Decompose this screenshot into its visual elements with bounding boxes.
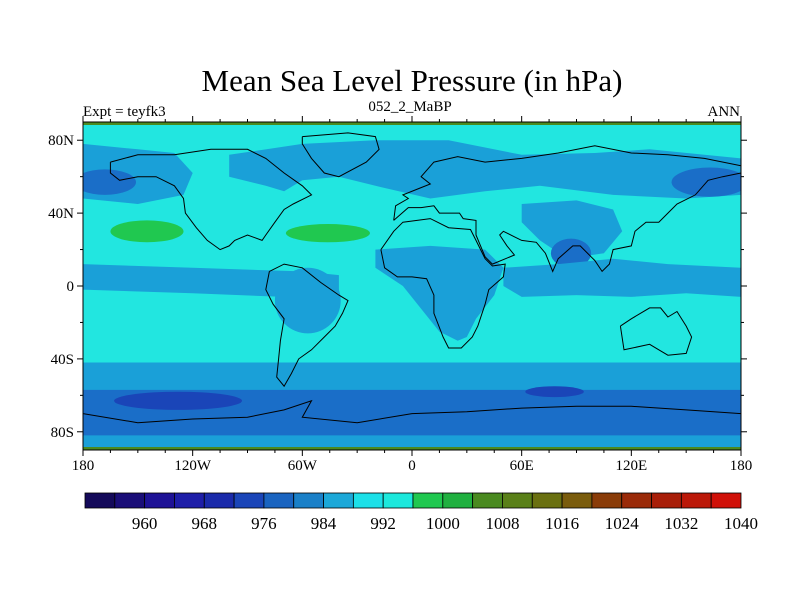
map-axes: 180 120W 60W 0 60E 120E 180 80N 40N 0 40S 80S (48, 116, 752, 474)
colorbar-swatch (710, 492, 742, 509)
north-pacific-high (110, 220, 184, 243)
coastline-north-america (109, 148, 313, 251)
coastlines (83, 132, 741, 424)
x-tick-label: 120W (174, 458, 212, 474)
colorbar-swatch (323, 492, 354, 509)
experiment-label: Expt = teyfk3 (83, 104, 166, 120)
arctic-atlantic-low (229, 140, 741, 199)
colorbar-label: 976 (251, 514, 277, 533)
colorbar-label: 984 (311, 514, 337, 533)
colorbar-swatch (174, 492, 205, 509)
coastline-antarctica (83, 399, 741, 424)
colorbar-swatch (293, 492, 324, 509)
colorbar-swatch (233, 492, 265, 509)
colorbar-swatch (502, 492, 533, 509)
colorbar-label: 992 (370, 514, 396, 533)
colorbar-swatch (84, 492, 116, 509)
x-tick-label: 60W (288, 458, 318, 474)
colorbar-swatch (591, 492, 623, 509)
y-tick-label: 80N (48, 133, 74, 149)
colorbar-swatch (651, 492, 682, 509)
indo-pacific-trough (503, 258, 741, 297)
colorbar-swatch (263, 492, 295, 509)
colorbar: 960 968 976 984 992 1000 1008 1016 1024 1032 1040 (84, 492, 758, 533)
x-tick-label: 180 (72, 458, 95, 474)
southern-ocean-low-center (114, 391, 243, 410)
indian-ocean-low-center (525, 386, 584, 398)
colorbar-label: 1016 (545, 514, 579, 533)
colorbar-swatch (472, 492, 503, 509)
coastline-africa (380, 218, 506, 349)
period-label: 052_2_MaBP (368, 99, 451, 115)
coastline-greenland (301, 132, 380, 178)
coastline-eurasia (393, 145, 741, 273)
colorbar-swatch (621, 492, 652, 509)
coastline-south-america (265, 263, 349, 388)
asian-low (521, 200, 623, 259)
colorbar-swatch (680, 492, 712, 509)
colorbar-label: 1000 (426, 514, 460, 533)
colorbar-swatch (561, 492, 593, 509)
colorbar-swatch (144, 492, 175, 509)
north-edge-band (83, 122, 741, 125)
colorbar-swatch (531, 492, 563, 509)
colorbar-label: 1024 (605, 514, 640, 533)
colorbar-swatch (382, 492, 414, 509)
x-tick-label: 120E (615, 458, 647, 474)
north-pacific-low-core (83, 169, 136, 195)
north-pacific-east-low-core (671, 167, 741, 197)
colorbar-label: 1008 (485, 514, 519, 533)
y-tick-label: 80S (51, 425, 74, 441)
colorbar-swatch (114, 492, 146, 509)
africa-low (375, 245, 504, 341)
colorbar-label: 1032 (664, 514, 698, 533)
south-edge-band (83, 447, 741, 450)
colorbar-label: 968 (192, 514, 218, 533)
asian-low-core (550, 238, 592, 268)
south-america-low (274, 267, 341, 334)
plot-title: Mean Sea Level Pressure (in hPa) (202, 63, 623, 98)
y-tick-label: 40N (48, 206, 74, 222)
x-tick-label: 60E (510, 458, 534, 474)
y-tick-label: 40S (51, 352, 74, 368)
coastline-australia (619, 307, 693, 356)
southern-ocean-deep-band (83, 389, 741, 436)
pressure-map: 180 120W 60W 0 60E 120E 180 80N 40N 0 40S 80S (48, 116, 752, 474)
colorbar-label: 1040 (724, 514, 758, 533)
north-atlantic-high (285, 224, 370, 243)
y-tick-label: 0 (67, 279, 75, 295)
equatorial-pacific-trough (83, 264, 339, 297)
colorbar-label: 960 (132, 514, 158, 533)
colorbar-swatch (203, 492, 235, 509)
pressure-field (83, 122, 741, 450)
colorbar-swatch (412, 492, 444, 509)
x-tick-label: 0 (408, 458, 416, 474)
x-tick-label: 180 (730, 458, 753, 474)
colorbar-swatch (352, 492, 384, 509)
colorbar-swatch (442, 492, 474, 509)
season-label: ANN (708, 104, 741, 120)
